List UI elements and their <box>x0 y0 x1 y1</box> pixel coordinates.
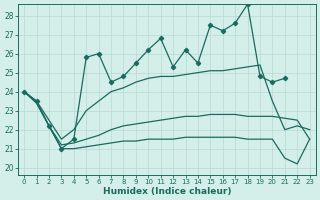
X-axis label: Humidex (Indice chaleur): Humidex (Indice chaleur) <box>103 187 231 196</box>
